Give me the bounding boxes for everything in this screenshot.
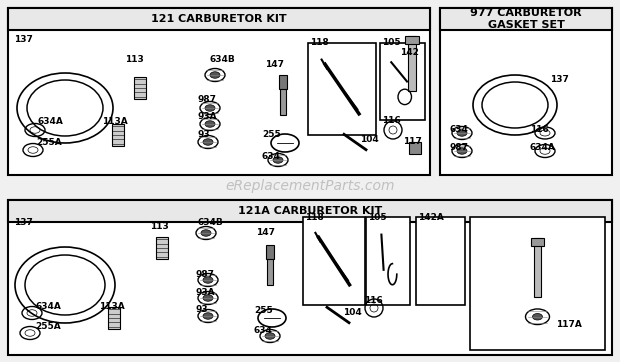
Bar bbox=[8, 8, 430, 175]
Text: 116: 116 bbox=[382, 116, 401, 125]
Ellipse shape bbox=[203, 313, 213, 319]
Bar bbox=[308, 43, 376, 135]
Text: 118: 118 bbox=[310, 38, 329, 47]
Text: 93A: 93A bbox=[196, 288, 216, 297]
Ellipse shape bbox=[273, 157, 283, 163]
Text: 113A: 113A bbox=[99, 302, 125, 311]
Text: 116: 116 bbox=[530, 125, 549, 134]
Bar bbox=[409, 142, 421, 154]
Ellipse shape bbox=[203, 295, 213, 301]
Text: 634A: 634A bbox=[35, 302, 61, 311]
Text: 93A: 93A bbox=[198, 112, 218, 121]
Text: 987: 987 bbox=[449, 143, 468, 152]
Bar bbox=[440, 8, 612, 175]
Bar bbox=[534, 237, 541, 298]
Bar bbox=[380, 43, 425, 120]
Bar bbox=[8, 8, 430, 30]
Bar bbox=[267, 257, 273, 285]
Bar bbox=[280, 87, 286, 115]
Text: 113: 113 bbox=[150, 222, 169, 231]
Text: 142A: 142A bbox=[418, 213, 444, 222]
Ellipse shape bbox=[457, 148, 467, 154]
Text: 634A: 634A bbox=[530, 143, 556, 152]
Text: 93: 93 bbox=[198, 130, 211, 139]
Ellipse shape bbox=[205, 121, 215, 127]
Bar bbox=[416, 217, 465, 305]
Text: 105: 105 bbox=[368, 213, 387, 222]
Text: 93: 93 bbox=[196, 305, 208, 314]
Text: 634: 634 bbox=[262, 152, 281, 161]
Text: 634B: 634B bbox=[198, 218, 224, 227]
Bar bbox=[303, 217, 365, 305]
Text: eReplacementParts.com: eReplacementParts.com bbox=[225, 179, 395, 193]
Text: 121A CARBURETOR KIT: 121A CARBURETOR KIT bbox=[238, 206, 382, 216]
Text: 634: 634 bbox=[449, 125, 468, 134]
Text: 255: 255 bbox=[254, 306, 273, 315]
Text: 113: 113 bbox=[125, 55, 144, 64]
Text: 634: 634 bbox=[254, 326, 273, 335]
Ellipse shape bbox=[201, 230, 211, 236]
Bar bbox=[8, 200, 612, 222]
Text: 147: 147 bbox=[265, 60, 284, 69]
Ellipse shape bbox=[457, 130, 467, 136]
Text: 105: 105 bbox=[382, 38, 401, 47]
Bar bbox=[405, 35, 419, 43]
Ellipse shape bbox=[210, 72, 220, 78]
Bar bbox=[266, 245, 274, 259]
Bar bbox=[8, 200, 612, 355]
Text: 147: 147 bbox=[256, 228, 275, 237]
Ellipse shape bbox=[205, 105, 215, 111]
Text: 977 CARBURETOR
GASKET SET: 977 CARBURETOR GASKET SET bbox=[470, 8, 582, 30]
Text: 118: 118 bbox=[305, 213, 324, 222]
Text: 987: 987 bbox=[196, 270, 215, 279]
Bar bbox=[531, 237, 544, 245]
Bar bbox=[156, 237, 168, 259]
Text: 104: 104 bbox=[343, 308, 361, 317]
Text: 142: 142 bbox=[400, 48, 419, 57]
Bar bbox=[108, 307, 120, 329]
Ellipse shape bbox=[203, 277, 213, 283]
Bar bbox=[408, 35, 416, 90]
Text: 104: 104 bbox=[360, 135, 379, 144]
Text: 255: 255 bbox=[262, 130, 281, 139]
Ellipse shape bbox=[203, 139, 213, 145]
Bar bbox=[440, 8, 612, 30]
Text: 113A: 113A bbox=[102, 117, 128, 126]
Text: 117: 117 bbox=[403, 137, 422, 146]
Text: 634B: 634B bbox=[210, 55, 236, 64]
Bar bbox=[279, 75, 287, 89]
Bar bbox=[470, 217, 605, 350]
Text: 255A: 255A bbox=[36, 138, 62, 147]
Bar bbox=[134, 77, 146, 99]
Text: 987: 987 bbox=[198, 95, 217, 104]
Bar bbox=[366, 217, 410, 305]
Text: 634A: 634A bbox=[38, 117, 64, 126]
Ellipse shape bbox=[265, 333, 275, 339]
Bar bbox=[112, 124, 124, 146]
Text: 116: 116 bbox=[364, 296, 383, 305]
Ellipse shape bbox=[533, 313, 542, 320]
Text: 117A: 117A bbox=[556, 320, 582, 329]
Text: 137: 137 bbox=[550, 75, 569, 84]
Text: 137: 137 bbox=[14, 218, 33, 227]
Text: 121 CARBURETOR KIT: 121 CARBURETOR KIT bbox=[151, 14, 287, 24]
Text: 137: 137 bbox=[14, 35, 33, 44]
Text: 255A: 255A bbox=[35, 322, 61, 331]
